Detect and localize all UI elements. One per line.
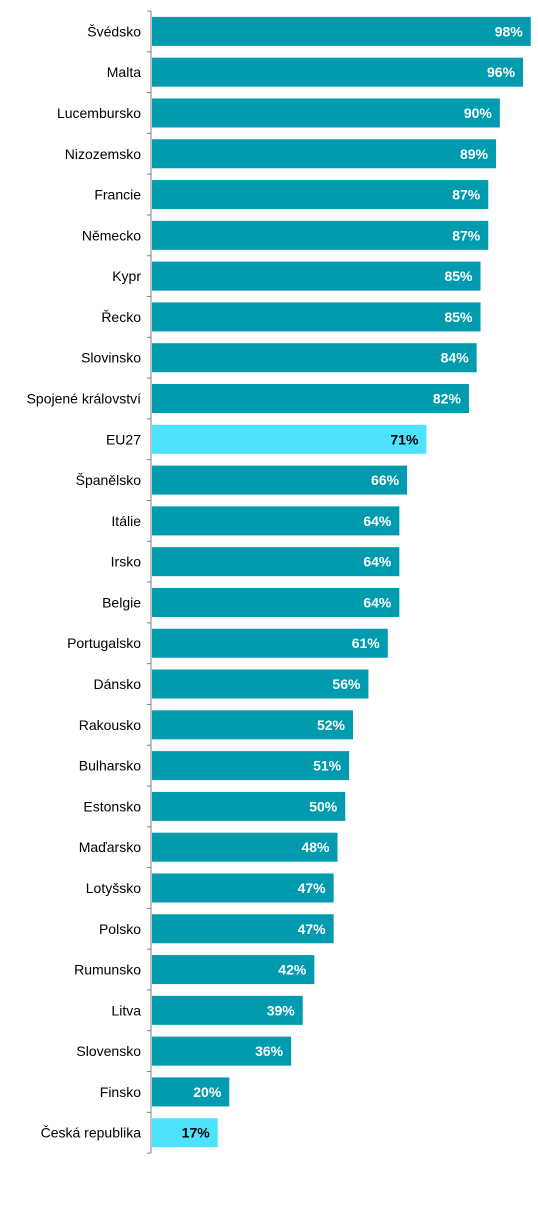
bar-recko	[152, 302, 481, 332]
value-label-madarsko: 48%	[301, 839, 330, 855]
category-label-svedsko: Švédsko	[87, 23, 141, 39]
bar-polsko	[152, 914, 334, 944]
bar-bulharsko	[152, 751, 350, 781]
value-label-ceska-republika: 17%	[182, 1125, 211, 1141]
bar-rakousko	[152, 710, 353, 740]
bar-lotyssko	[152, 873, 334, 903]
bar-estonsko	[152, 791, 346, 821]
category-label-litva: Litva	[111, 1002, 141, 1018]
category-label-irsko: Irsko	[111, 554, 142, 570]
value-labels: 98% 96% 90% 89% 87% 87% 85% 85% 84% 82% 71% 66% 64% 6…	[182, 23, 524, 1140]
category-axis	[147, 10, 152, 1154]
value-label-italie: 64%	[363, 513, 392, 529]
bar-slovinsko	[152, 343, 477, 373]
value-label-rumunsko: 42%	[278, 962, 307, 978]
bar-francie	[152, 180, 489, 210]
bars-group	[152, 16, 531, 1148]
value-label-nizozemsko: 89%	[460, 146, 489, 162]
value-label-portugalsko: 61%	[352, 635, 381, 651]
category-label-finsko: Finsko	[100, 1084, 141, 1100]
bar-slovensko	[152, 1036, 292, 1066]
value-label-irsko: 64%	[363, 554, 392, 570]
value-label-estonsko: 50%	[309, 798, 338, 814]
category-label-slovensko: Slovensko	[76, 1043, 141, 1059]
bar-dansko	[152, 669, 369, 699]
category-label-belgie: Belgie	[102, 594, 141, 610]
value-label-slovensko: 36%	[255, 1043, 284, 1059]
bar-spojene-kralovstvi	[152, 384, 469, 414]
category-label-estonsko: Estonsko	[83, 798, 141, 814]
category-label-bulharsko: Bulharsko	[79, 758, 141, 774]
bar-rumunsko	[152, 955, 315, 985]
bar-lucembursko	[152, 98, 500, 128]
value-label-lucembursko: 90%	[464, 105, 493, 121]
value-label-finsko: 20%	[193, 1084, 222, 1100]
bar-belgie	[152, 587, 400, 617]
bar-malta	[152, 57, 524, 87]
category-label-kypr: Kypr	[112, 268, 141, 284]
category-label-francie: Francie	[94, 187, 141, 203]
category-label-portugalsko: Portugalsko	[67, 635, 141, 651]
bar-eu27	[152, 424, 427, 454]
bar-nemecko	[152, 220, 489, 250]
bar-nizozemsko	[152, 139, 496, 169]
value-label-lotyssko: 47%	[298, 880, 327, 896]
category-label-madarsko: Maďarsko	[79, 839, 142, 855]
value-label-francie: 87%	[452, 187, 481, 203]
category-label-malta: Malta	[107, 64, 141, 80]
value-label-litva: 39%	[267, 1002, 296, 1018]
bar-litva	[152, 995, 303, 1025]
bar-irsko	[152, 547, 400, 577]
bar-madarsko	[152, 832, 338, 862]
category-label-nemecko: Německo	[82, 227, 141, 243]
category-label-spojene-kralovstvi: Spojené království	[27, 391, 142, 407]
bar-finsko	[152, 1077, 230, 1107]
bar-portugalsko	[152, 628, 388, 658]
value-label-slovinsko: 84%	[441, 350, 470, 366]
bar-svedsko	[152, 16, 531, 46]
bar-spanelsko	[152, 465, 408, 495]
category-labels: Švédsko Malta Lucembursko Nizozemsko Francie…	[27, 23, 142, 1140]
category-label-rumunsko: Rumunsko	[74, 962, 141, 978]
category-label-polsko: Polsko	[99, 921, 141, 937]
category-label-nizozemsko: Nizozemsko	[65, 146, 141, 162]
value-label-recko: 85%	[444, 309, 473, 325]
category-label-italie: Itálie	[111, 513, 141, 529]
category-label-lucembursko: Lucembursko	[57, 105, 141, 121]
category-label-recko: Řecko	[101, 309, 141, 325]
category-label-lotyssko: Lotyšsko	[86, 880, 141, 896]
value-label-spojene-kralovstvi: 82%	[433, 391, 462, 407]
value-label-bulharsko: 51%	[313, 758, 342, 774]
value-label-svedsko: 98%	[495, 23, 524, 39]
category-label-ceska-republika: Česká republika	[41, 1125, 142, 1141]
value-label-malta: 96%	[487, 64, 516, 80]
value-label-polsko: 47%	[298, 921, 327, 937]
category-label-dansko: Dánsko	[94, 676, 142, 692]
bar-italie	[152, 506, 400, 536]
value-label-belgie: 64%	[363, 594, 392, 610]
value-label-rakousko: 52%	[317, 717, 346, 733]
value-label-nemecko: 87%	[452, 227, 481, 243]
category-label-eu27: EU27	[106, 431, 141, 447]
category-label-spanelsko: Španělsko	[76, 472, 142, 488]
value-label-dansko: 56%	[332, 676, 361, 692]
value-label-eu27: 71%	[390, 431, 419, 447]
bar-kypr	[152, 261, 481, 291]
value-label-kypr: 85%	[444, 268, 473, 284]
value-label-spanelsko: 66%	[371, 472, 400, 488]
bar-ceska-republika	[152, 1118, 218, 1148]
category-label-slovinsko: Slovinsko	[81, 350, 141, 366]
category-label-rakousko: Rakousko	[79, 717, 141, 733]
